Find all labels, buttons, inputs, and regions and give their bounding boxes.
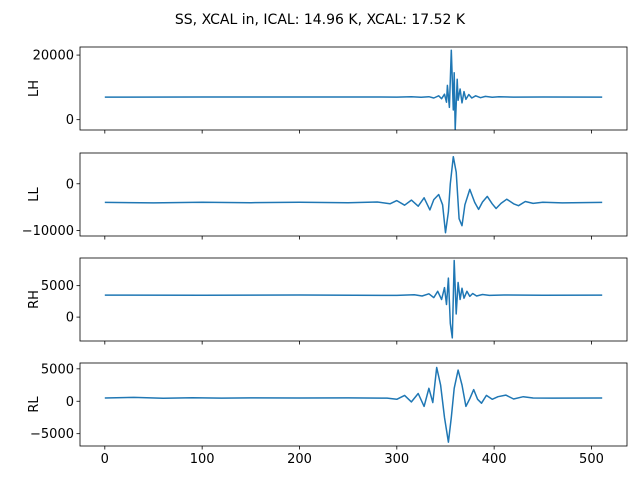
series-line-rh — [104, 259, 603, 339]
x-tick-label: 300 — [384, 452, 409, 467]
y-tick-label: 5000 — [41, 279, 74, 294]
axes-frame — [79, 362, 628, 447]
y-tick-label: −10000 — [22, 224, 74, 239]
y-tick-label: 0 — [66, 311, 74, 326]
series-line-ll — [104, 155, 603, 234]
y-tick-label: 5000 — [41, 362, 74, 377]
y-axis-label: LH — [27, 80, 42, 97]
y-tick-label: 20000 — [33, 49, 74, 64]
y-axis-label: RL — [27, 396, 42, 413]
subplot-rl: 0 100 200 300 400 500 −5000 0 5000 RL — [27, 362, 628, 467]
axes-frame — [79, 257, 628, 342]
x-tick-label: 500 — [579, 452, 604, 467]
axes-frame — [79, 152, 628, 237]
subplot-ll: −10000 0 LL — [22, 152, 628, 240]
subplot-lh: 0 20000 LH — [27, 46, 628, 134]
y-axis-label: LL — [27, 187, 42, 202]
series-line-lh — [104, 49, 603, 131]
chart-title: SS, XCAL in, ICAL: 14.96 K, XCAL: 17.52 … — [175, 12, 466, 28]
x-tick-label: 200 — [287, 452, 312, 467]
x-tick-label: 0 — [101, 452, 109, 467]
y-axis-label: RH — [27, 290, 42, 309]
y-tick-label: −5000 — [30, 427, 74, 442]
y-tick-label: 0 — [66, 113, 74, 128]
x-tick-label: 400 — [482, 452, 507, 467]
series-line-rl — [104, 366, 603, 443]
x-tick-label: 100 — [190, 452, 215, 467]
axes-frame — [79, 46, 628, 131]
y-tick-label: 0 — [66, 395, 74, 410]
y-tick-label: 0 — [66, 177, 74, 192]
